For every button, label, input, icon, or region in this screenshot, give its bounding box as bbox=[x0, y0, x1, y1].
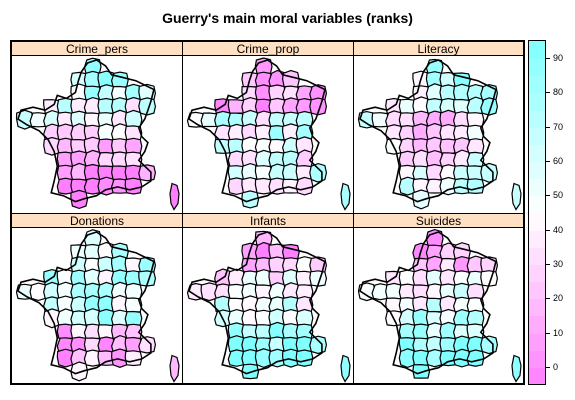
color-key-tick bbox=[546, 332, 550, 334]
plot-title: Guerry's main moral variables (ranks) bbox=[162, 10, 413, 26]
color-key-band bbox=[529, 315, 545, 334]
color-key-tick bbox=[546, 92, 550, 94]
color-key-band bbox=[529, 281, 545, 300]
france-departments-map bbox=[357, 228, 522, 383]
panel-crime-pers: Crime_pers bbox=[11, 41, 183, 214]
color-key-tick bbox=[546, 161, 550, 163]
department bbox=[241, 190, 260, 209]
department bbox=[466, 138, 485, 155]
department bbox=[295, 348, 314, 367]
department bbox=[110, 71, 129, 89]
france-departments-map bbox=[15, 228, 180, 383]
panel-strip-label: Crime_prop bbox=[183, 42, 353, 56]
color-key-band bbox=[529, 41, 545, 60]
france-outline bbox=[17, 59, 155, 203]
panel-strip-label: Donations bbox=[12, 213, 182, 228]
france-outline bbox=[359, 230, 497, 374]
department bbox=[70, 360, 89, 381]
color-key-band bbox=[529, 332, 545, 351]
department bbox=[466, 178, 485, 195]
france-outline bbox=[359, 59, 497, 203]
color-key-tick bbox=[546, 366, 550, 368]
france-outline bbox=[17, 230, 155, 374]
department bbox=[309, 162, 328, 183]
department bbox=[466, 112, 485, 128]
map-panels-grid: Crime_pers Crime_prop Literacy Donations Inf… bbox=[10, 40, 525, 385]
corsica bbox=[169, 182, 180, 211]
color-key-tick bbox=[546, 263, 550, 265]
color-key-tick bbox=[546, 58, 550, 60]
department bbox=[412, 363, 431, 379]
color-key-tick bbox=[546, 229, 550, 231]
department bbox=[295, 176, 314, 196]
panel-strip-label: Literacy bbox=[354, 42, 523, 56]
color-key-tick-label: 60 bbox=[553, 156, 564, 167]
color-key-band bbox=[529, 298, 545, 317]
panel-crime-prop: Crime_prop bbox=[182, 41, 354, 214]
department bbox=[480, 334, 499, 354]
department bbox=[241, 363, 260, 379]
department bbox=[124, 349, 143, 366]
france-outline bbox=[188, 59, 326, 203]
department bbox=[309, 335, 328, 354]
color-key-tick-label: 40 bbox=[553, 224, 564, 235]
department bbox=[124, 310, 143, 326]
corsica bbox=[511, 354, 522, 383]
color-key-tick bbox=[546, 298, 550, 300]
color-key-band bbox=[529, 263, 545, 283]
color-key-band bbox=[529, 58, 545, 77]
color-key-band bbox=[529, 92, 545, 111]
department bbox=[480, 162, 499, 183]
corsica bbox=[340, 182, 351, 211]
color-key-band bbox=[529, 349, 545, 368]
france-departments-map bbox=[357, 58, 522, 211]
color-key bbox=[528, 40, 546, 385]
panel-suicides: Suicides bbox=[353, 212, 524, 384]
color-key-tick-label: 30 bbox=[553, 258, 564, 269]
color-key-tick bbox=[546, 195, 550, 197]
color-key-band bbox=[529, 212, 545, 231]
color-key-tick bbox=[546, 126, 550, 128]
color-key-tick-label: 0 bbox=[553, 361, 559, 372]
color-key-tick-label: 10 bbox=[553, 327, 564, 338]
france-outline bbox=[188, 230, 326, 374]
panel-strip-label: Suicides bbox=[354, 213, 523, 228]
color-key-tick-label: 70 bbox=[553, 121, 564, 132]
department bbox=[466, 348, 485, 367]
color-key-band bbox=[529, 143, 545, 163]
corsica bbox=[169, 354, 180, 383]
color-key-band bbox=[529, 178, 545, 197]
department bbox=[138, 335, 157, 354]
panel-strip-label: Crime_pers bbox=[12, 42, 182, 56]
department bbox=[124, 177, 143, 195]
panel-literacy: Literacy bbox=[353, 41, 524, 214]
color-key-band bbox=[529, 109, 545, 128]
color-key-tick-label: 20 bbox=[553, 293, 564, 304]
color-key-tick-label: 90 bbox=[553, 53, 564, 64]
department bbox=[70, 189, 89, 210]
color-key-tick-label: 80 bbox=[553, 87, 564, 98]
color-key-band bbox=[529, 366, 545, 384]
france-departments-map bbox=[15, 57, 180, 211]
color-key-band bbox=[529, 126, 545, 145]
color-key-band bbox=[529, 75, 545, 94]
panel-donations: Donations bbox=[11, 212, 183, 384]
color-key-band bbox=[529, 246, 545, 265]
france-departments-map bbox=[186, 230, 351, 383]
panel-infants: Infants bbox=[182, 212, 354, 384]
color-key-tick-label: 50 bbox=[553, 190, 564, 201]
corsica bbox=[511, 182, 522, 211]
panel-strip-label: Infants bbox=[183, 213, 353, 228]
department bbox=[412, 189, 431, 210]
france-departments-map bbox=[186, 57, 351, 211]
department bbox=[138, 164, 157, 182]
color-key-band bbox=[529, 229, 545, 248]
corsica bbox=[340, 354, 351, 383]
color-key-band bbox=[529, 161, 545, 180]
color-key-band bbox=[529, 195, 545, 214]
